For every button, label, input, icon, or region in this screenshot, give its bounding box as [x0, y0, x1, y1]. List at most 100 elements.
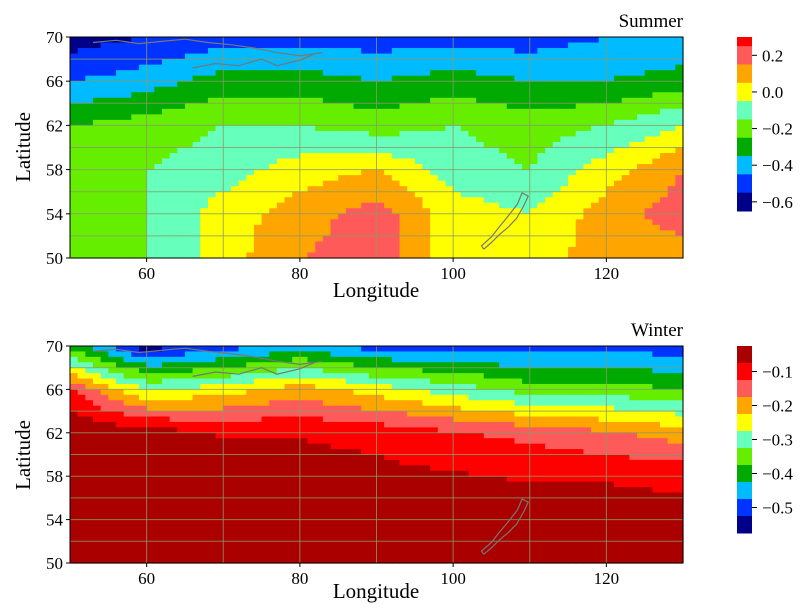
heatmap-cell: [170, 92, 178, 98]
heatmap-cell: [108, 438, 116, 444]
heatmap-cell: [484, 373, 492, 379]
heatmap-cell: [300, 214, 308, 220]
heatmap-cell: [399, 368, 407, 374]
heatmap-cell: [139, 247, 147, 253]
heatmap-cell: [407, 422, 415, 428]
heatmap-cell: [499, 203, 507, 209]
heatmap-cell: [162, 70, 170, 76]
heatmap-cell: [622, 43, 630, 49]
heatmap-cell: [476, 175, 484, 181]
heatmap-cell: [491, 148, 499, 154]
heatmap-cell: [461, 114, 469, 120]
heatmap-cell: [108, 444, 116, 450]
heatmap-cell: [430, 357, 438, 363]
heatmap-cell: [338, 70, 346, 76]
heatmap-cell: [468, 109, 476, 115]
heatmap-cell: [323, 400, 331, 406]
heatmap-cell: [384, 219, 392, 225]
heatmap-cell: [308, 109, 316, 115]
heatmap-cell: [116, 148, 124, 154]
heatmap-cell: [269, 170, 277, 176]
heatmap-cell: [262, 43, 270, 49]
heatmap-cell: [231, 214, 239, 220]
heatmap-cell: [331, 103, 339, 109]
heatmap-cell: [606, 411, 614, 417]
heatmap-cell: [300, 373, 308, 379]
heatmap-cell: [315, 219, 323, 225]
heatmap-cell: [369, 225, 377, 231]
heatmap-cell: [154, 92, 162, 98]
heatmap-cell: [445, 125, 453, 131]
heatmap-cell: [147, 400, 155, 406]
heatmap-cell: [675, 159, 683, 165]
heatmap-cell: [154, 241, 162, 247]
heatmap-cell: [392, 37, 400, 43]
heatmap-cell: [231, 181, 239, 187]
heatmap-cell: [438, 444, 446, 450]
heatmap-cell: [200, 389, 208, 395]
heatmap-cell: [131, 460, 139, 466]
heatmap-cell: [277, 136, 285, 142]
heatmap-cell: [430, 65, 438, 71]
heatmap-cell: [484, 43, 492, 49]
heatmap-cell: [499, 444, 507, 450]
heatmap-cell: [652, 433, 660, 439]
heatmap-cell: [545, 87, 553, 93]
heatmap-cell: [507, 411, 515, 417]
heatmap-cell: [231, 346, 239, 352]
heatmap-cell: [162, 92, 170, 98]
heatmap-cell: [422, 197, 430, 203]
heatmap-cell: [78, 136, 86, 142]
heatmap-cell: [652, 103, 660, 109]
heatmap-cell: [208, 48, 216, 54]
heatmap-cell: [346, 136, 354, 142]
heatmap-cell: [200, 125, 208, 131]
heatmap-cell: [369, 241, 377, 247]
heatmap-cell: [315, 438, 323, 444]
heatmap-cell: [545, 395, 553, 401]
heatmap-cell: [216, 400, 224, 406]
heatmap-cell: [545, 181, 553, 187]
heatmap-cell: [453, 125, 461, 131]
heatmap-cell: [637, 225, 645, 231]
heatmap-cell: [315, 417, 323, 423]
heatmap-cell: [407, 103, 415, 109]
heatmap-cell: [147, 148, 155, 154]
heatmap-cell: [223, 109, 231, 115]
heatmap-cell: [308, 455, 316, 461]
heatmap-cell: [338, 109, 346, 115]
heatmap-cell: [399, 136, 407, 142]
heatmap-cell: [675, 103, 683, 109]
heatmap-cell: [292, 460, 300, 466]
heatmap-cell: [645, 214, 653, 220]
heatmap-cell: [399, 241, 407, 247]
heatmap-cell: [277, 422, 285, 428]
heatmap-cell: [323, 159, 331, 165]
heatmap-cell: [530, 197, 538, 203]
heatmap-cell: [208, 92, 216, 98]
heatmap-cell: [361, 389, 369, 395]
heatmap-cell: [660, 59, 668, 65]
heatmap-cell: [269, 37, 277, 43]
heatmap-cell: [415, 368, 423, 374]
heatmap-cell: [323, 175, 331, 181]
heatmap-cell: [246, 81, 254, 87]
heatmap-cell: [101, 114, 109, 120]
heatmap-cell: [668, 395, 676, 401]
heatmap-cell: [239, 136, 247, 142]
heatmap-cell: [93, 455, 101, 461]
heatmap-cell: [377, 438, 385, 444]
heatmap-cell: [139, 103, 147, 109]
heatmap-cell: [354, 225, 362, 231]
heatmap-cell: [637, 219, 645, 225]
heatmap-cell: [499, 81, 507, 87]
heatmap-cell: [652, 417, 660, 423]
heatmap-cell: [116, 203, 124, 209]
heatmap-cell: [338, 455, 346, 461]
heatmap-cell: [162, 241, 170, 247]
heatmap-cell: [591, 236, 599, 242]
heatmap-cell: [354, 148, 362, 154]
heatmap-cell: [468, 455, 476, 461]
heatmap-cell: [70, 159, 78, 165]
heatmap-cell: [269, 395, 277, 401]
